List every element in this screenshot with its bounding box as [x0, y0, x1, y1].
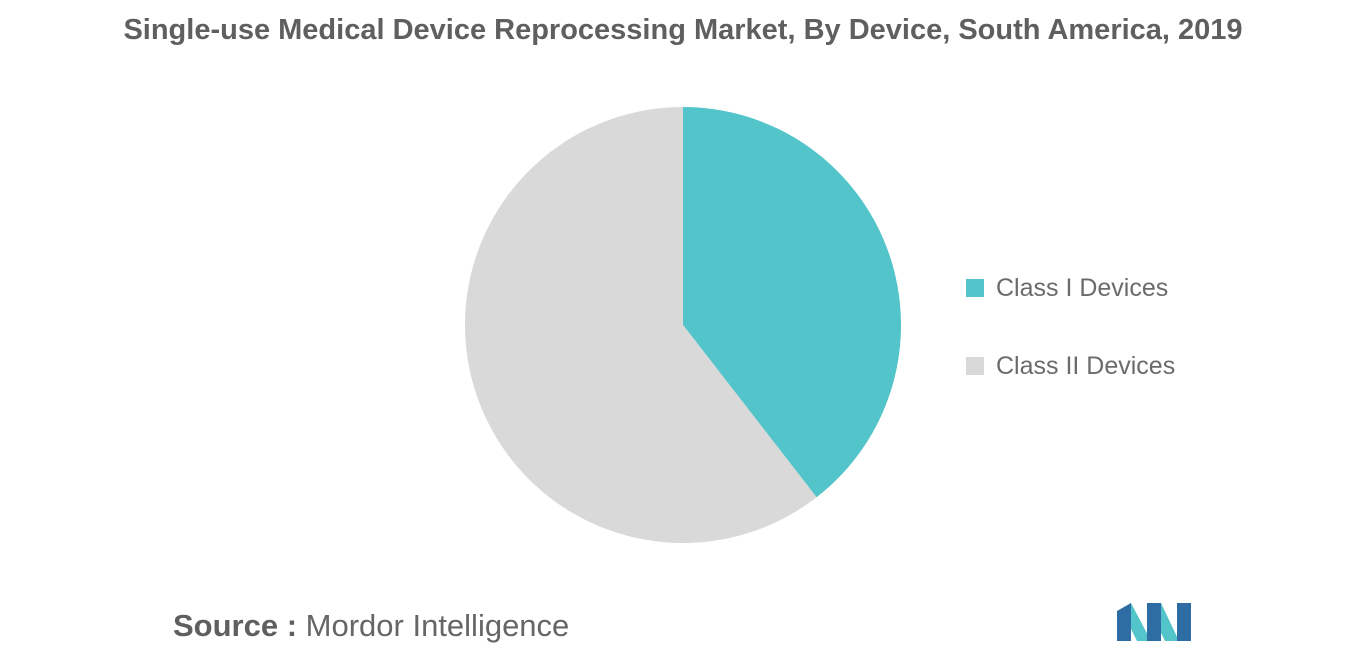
legend-label-class-ii: Class II Devices [996, 351, 1176, 380]
source-prefix: Source : [173, 608, 298, 643]
pie-slice-class-ii-devices [464, 107, 817, 543]
chart-title: Single-use Medical Device Reprocessing M… [123, 14, 1243, 46]
mordor-intelligence-logo-icon [1117, 603, 1191, 641]
legend-swatch-class-ii [966, 357, 984, 375]
legend-item-class-ii: Class II Devices [966, 348, 1175, 384]
legend-label-class-i: Class I Devices [996, 273, 1169, 302]
pie-slice-class-i-devices [683, 107, 901, 498]
source-note: Source : Mordor Intelligence [173, 608, 569, 644]
pie-slices [464, 107, 901, 543]
legend: Class I Devices Class II Devices [966, 270, 1175, 426]
legend-item-class-i: Class I Devices [966, 270, 1175, 306]
legend-swatch-class-i [966, 279, 984, 297]
source-name: Mordor Intelligence [305, 608, 570, 643]
